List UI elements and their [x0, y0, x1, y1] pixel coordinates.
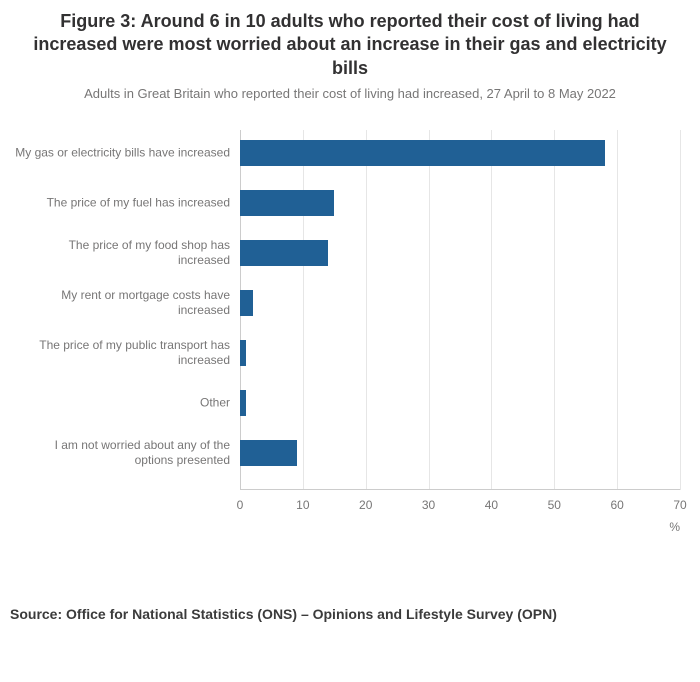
gridline: [366, 130, 367, 490]
bar: [240, 440, 297, 466]
y-tick-label: The price of my food shop has increased: [15, 238, 230, 268]
bar: [240, 190, 334, 216]
y-tick-label: I am not worried about any of the option…: [15, 438, 230, 468]
chart-subtitle: Adults in Great Britain who reported the…: [0, 80, 700, 101]
y-tick-label: The price of my fuel has increased: [15, 196, 230, 211]
y-tick-label: Other: [15, 396, 230, 411]
chart-area: % 0 10 20 30 40 50 60 70 My gas or electricity b…: [0, 130, 700, 560]
x-tick-label: 40: [476, 498, 506, 512]
x-axis-title: %: [669, 520, 680, 534]
bar: [240, 140, 605, 166]
x-axis-line: [240, 489, 680, 490]
x-tick-label: 30: [414, 498, 444, 512]
chart-title: Figure 3: Around 6 in 10 adults who repo…: [0, 0, 700, 80]
y-tick-label: My gas or electricity bills have increas…: [15, 146, 230, 161]
source-text: Source: Office for National Statistics (…: [10, 606, 557, 622]
gridline: [303, 130, 304, 490]
x-tick-label: 20: [351, 498, 381, 512]
plot-region: [240, 130, 680, 490]
gridline: [429, 130, 430, 490]
x-tick-label: 70: [665, 498, 695, 512]
y-tick-label: The price of my public transport has inc…: [15, 338, 230, 368]
y-tick-label: My rent or mortgage costs have increased: [15, 288, 230, 318]
gridline: [617, 130, 618, 490]
x-tick-label: 10: [288, 498, 318, 512]
gridline: [554, 130, 555, 490]
bar: [240, 290, 253, 316]
bar: [240, 240, 328, 266]
bar: [240, 340, 246, 366]
bar: [240, 390, 246, 416]
gridline: [491, 130, 492, 490]
x-tick-label: 50: [539, 498, 569, 512]
x-tick-label: 60: [602, 498, 632, 512]
x-tick-label: 0: [225, 498, 255, 512]
gridline: [680, 130, 681, 490]
